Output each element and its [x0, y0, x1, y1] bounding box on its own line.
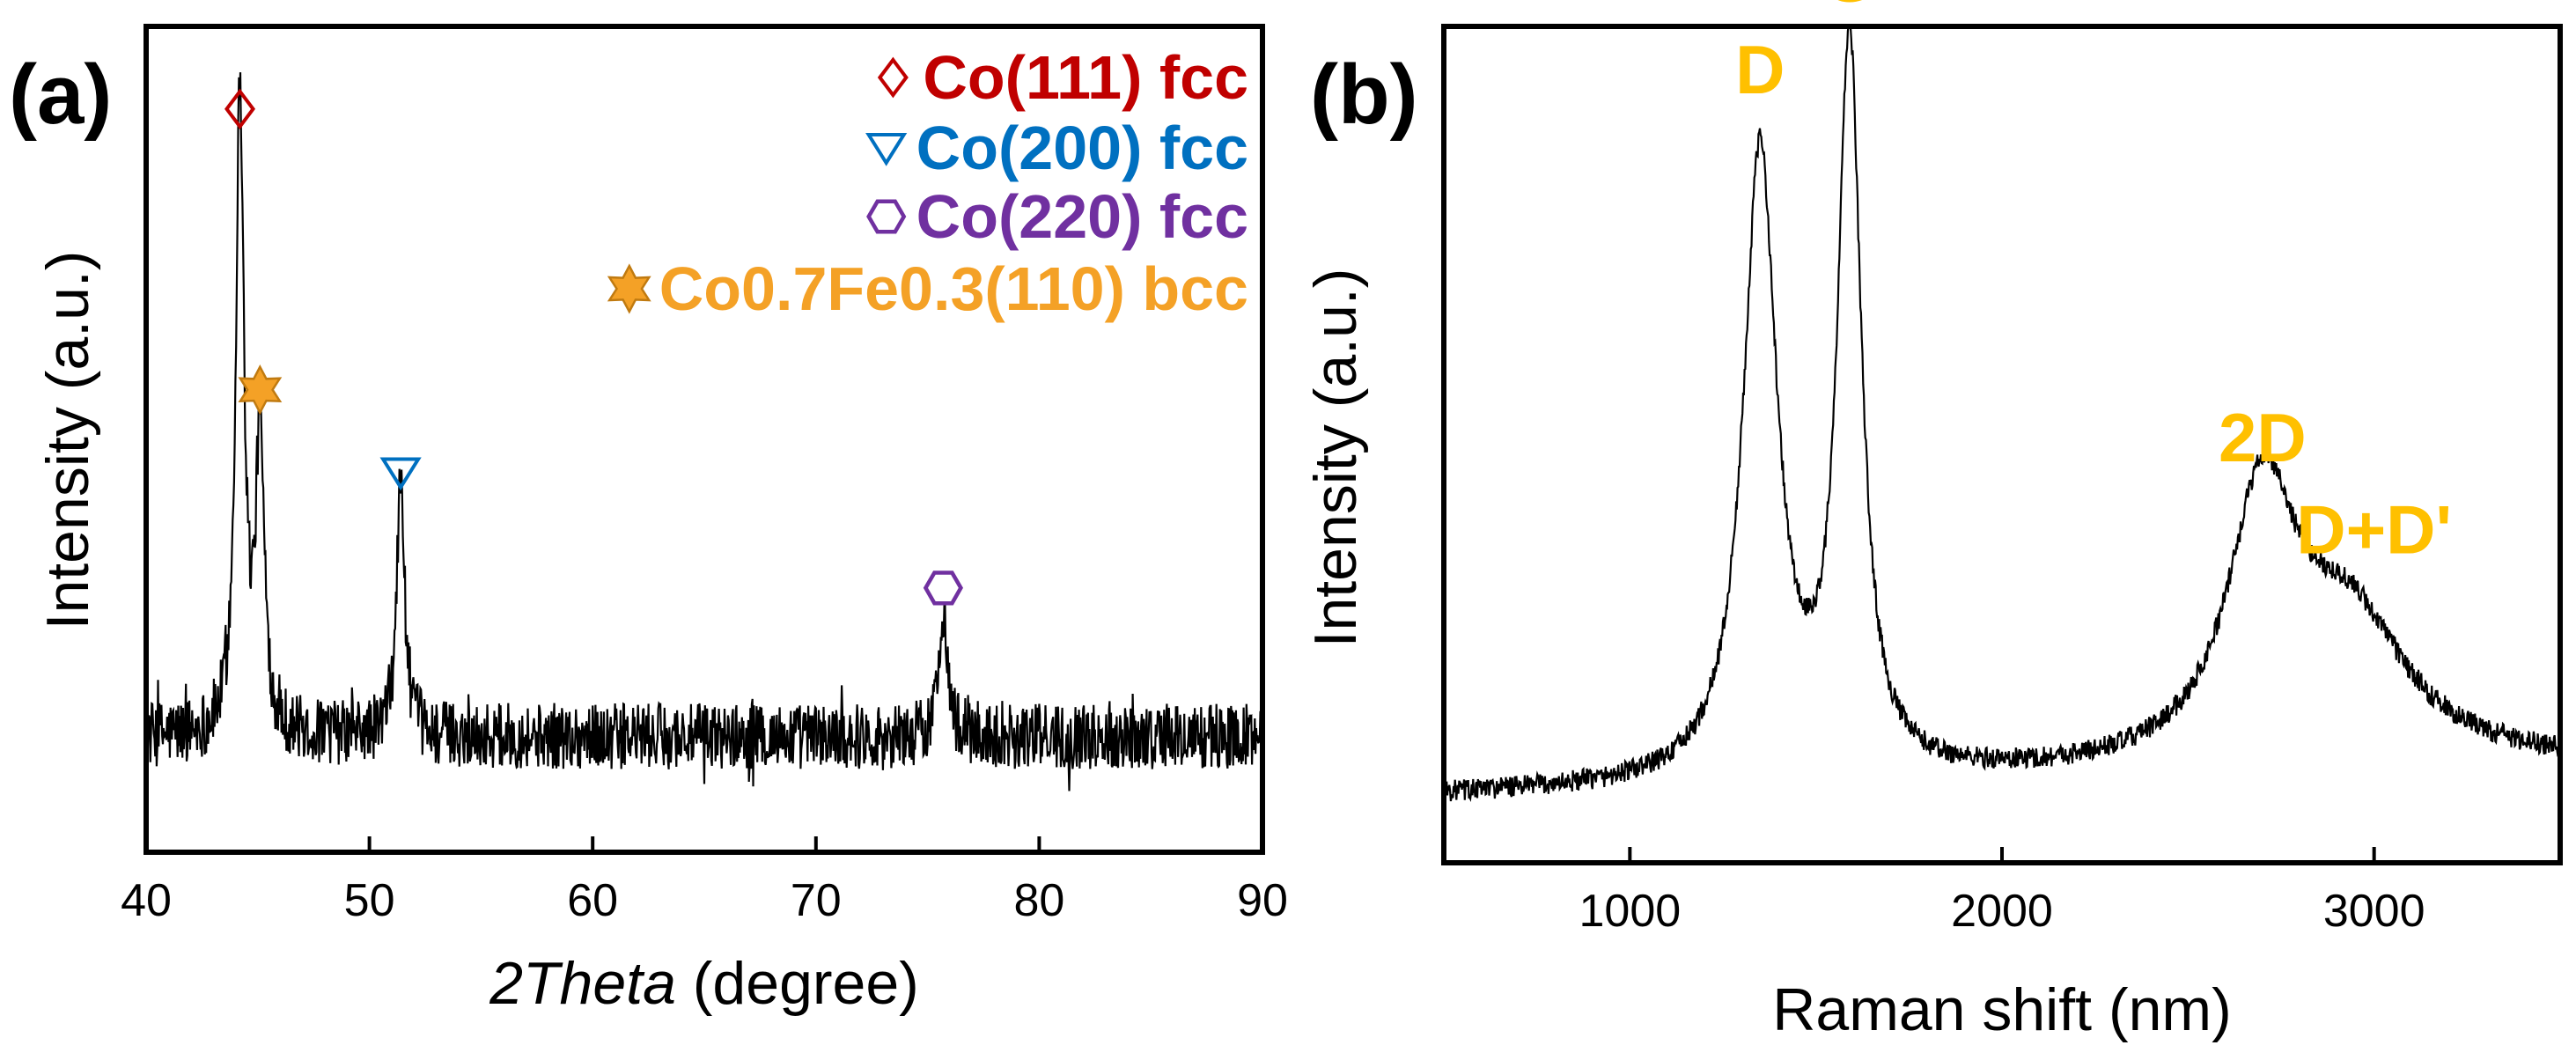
data-line [1442, 25, 2561, 802]
x-tick-label: 80 [1013, 875, 1064, 926]
peak-label: G [1822, 0, 1876, 17]
x-tick-label: 60 [567, 875, 618, 926]
legend-label: Co(111) fcc [923, 43, 1248, 112]
peak-labels-b: D G 2D D+D' [1735, 0, 2452, 569]
panel-b-raman-chart: D G 2D D+D' 1000 2000 3000 (b) Intensity (a.u… [1302, 0, 2563, 1043]
x-tick-label: 70 [791, 875, 842, 926]
x-tick-label: 50 [344, 875, 395, 926]
triangle-down-icon [379, 457, 422, 491]
panel-label-b: (b) [1310, 48, 1418, 142]
panel-label-a: (a) [9, 48, 112, 142]
x-axis-label-a-rest: (degree) [676, 950, 919, 1017]
x-tick-label: 1000 [1579, 886, 1681, 937]
x-axis-label-a: 2Theta (degree) [489, 950, 919, 1017]
plot-area-b [1442, 25, 2561, 802]
legend-label: Co(220) fcc [916, 182, 1248, 251]
diamond-icon [224, 88, 256, 130]
peak-label: D [1735, 31, 1785, 108]
star-icon [607, 263, 651, 314]
hexagon-icon [866, 199, 907, 234]
panel-a-xrd-chart: 40 50 60 70 80 90 (a) Intensity (a.u.) 2Theta… [9, 24, 1288, 1017]
legend-label: Co0.7Fe0.3(110) bcc [659, 254, 1248, 323]
triangle-down-icon [865, 133, 908, 166]
x-ticks-b: 1000 2000 3000 [1579, 847, 2425, 937]
plot-area-a [144, 72, 1264, 791]
y-axis-label-a: Intensity (a.u.) [34, 251, 101, 630]
x-axis-label-b: Raman shift (nm) [1772, 976, 2231, 1043]
legend-label: Co(200) fcc [916, 114, 1248, 182]
x-ticks-a: 40 50 60 70 80 90 [121, 836, 1288, 926]
plot-frame-b [1441, 24, 2563, 865]
diamond-icon [877, 56, 909, 99]
y-axis-label-b: Intensity (a.u.) [1302, 269, 1369, 648]
x-tick-label: 90 [1237, 875, 1288, 926]
annotations-a [224, 88, 963, 606]
x-tick-label: 3000 [2323, 886, 2425, 937]
x-tick-label: 2000 [1951, 886, 2053, 937]
star-icon [238, 364, 283, 416]
x-tick-label: 40 [121, 875, 172, 926]
data-line [144, 72, 1264, 791]
peak-label: D+D' [2296, 491, 2452, 569]
peak-label: 2D [2219, 399, 2307, 476]
plot-frame-a [144, 24, 1265, 855]
x-axis-label-a-italic: 2Theta [489, 950, 676, 1017]
hexagon-icon [923, 570, 963, 606]
